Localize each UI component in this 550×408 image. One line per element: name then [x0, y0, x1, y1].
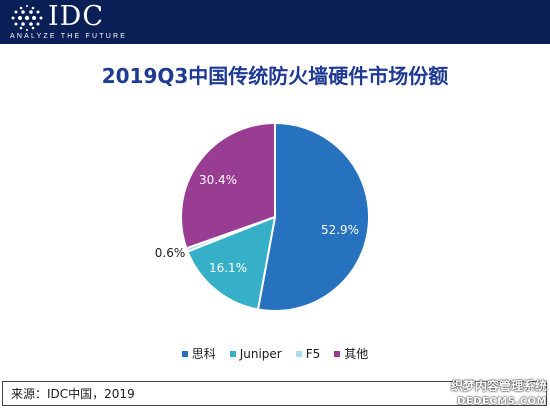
pie-slice-1 [256, 121, 370, 312]
legend-item-2: Juniper [229, 346, 282, 361]
logo-tagline: ANALYZE THE FUTURE [10, 33, 128, 40]
pie-slice-2 [186, 215, 277, 311]
chart-title: 2019Q3中国传统防火墙硬件市场份额 [101, 64, 449, 88]
legend-swatch [334, 350, 341, 357]
legend-label: Juniper [239, 346, 282, 361]
legend-swatch [229, 350, 236, 357]
legend-label: F5 [305, 346, 321, 361]
idc-logo-text: IDC [48, 1, 104, 32]
data-label-2: 16.1% [209, 261, 247, 275]
data-label-3: 0.6% [155, 246, 186, 260]
source-footer: 来源：IDC中国，2019 [2, 381, 547, 406]
pie-slice-4 [180, 121, 276, 250]
legend-item-1: 思科 [181, 345, 216, 362]
legend-swatch [181, 350, 188, 357]
globe-icon [11, 5, 43, 31]
data-label-1: 52.9% [321, 223, 359, 237]
chart-legend: 思科 Juniper F5 其他 [0, 345, 550, 362]
watermark-url: DEDECMS.COM [457, 396, 547, 407]
watermark-text: 织梦内容管理系统 [450, 379, 547, 393]
data-label-4: 30.4% [199, 173, 237, 187]
legend-item-4: 其他 [334, 345, 368, 362]
legend-label: 思科 [191, 347, 216, 361]
legend-label: 其他 [344, 347, 369, 361]
source-text: 来源：IDC中国，2019 [11, 387, 135, 401]
legend-swatch [295, 350, 302, 357]
legend-item-3: F5 [295, 346, 321, 361]
header-banner: IDC ANALYZE THE FUTURE [0, 0, 550, 44]
